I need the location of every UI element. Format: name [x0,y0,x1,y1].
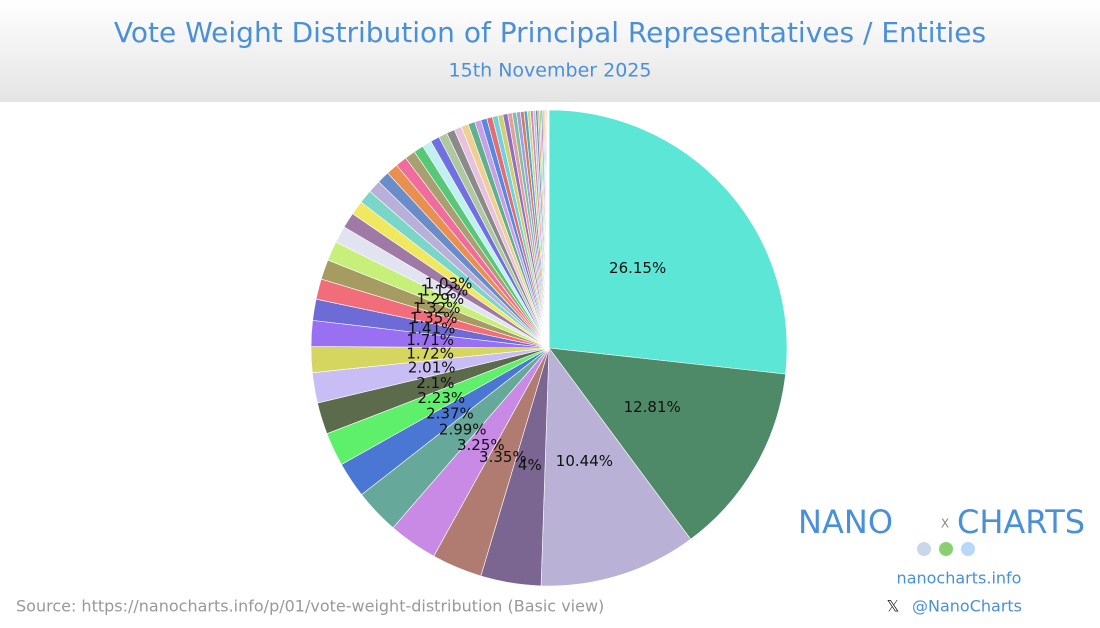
chart-title: Vote Weight Distribution of Principal Re… [114,16,986,49]
data-label: 1.71% [406,331,454,349]
logo-dot [917,542,931,556]
data-label: 2.23% [418,389,466,407]
data-label: 1.35% [410,309,458,327]
data-label: 3.35% [479,448,527,466]
data-label: 2.01% [408,358,456,376]
data-label: 1.32% [413,299,461,317]
logo-dot [939,542,953,556]
data-label: 2.99% [439,420,487,438]
pie-slice [540,347,692,587]
source: Source: https://nanocharts.info/p/01/vot… [16,597,604,616]
logo: NANO X CHARTS nanocharts.info 𝕏 @NanoCha… [798,503,1085,616]
x-icon: 𝕏 [887,597,900,616]
data-label: 1.29% [417,290,465,308]
data-label: 1.12% [421,282,469,300]
pie-slice [548,109,550,349]
logo-left: NANO [798,503,893,541]
data-label: 1.72% [406,344,454,362]
header-band [0,0,1100,102]
data-label: 2.37% [426,404,474,422]
logo-handle: @NanoCharts [912,597,1022,616]
data-label: 3.25% [457,436,505,454]
data-label: 1.03% [425,275,473,293]
chart-subtitle: 15th November 2025 [449,60,652,82]
data-label: 1.41% [408,319,456,337]
logo-dot [961,542,975,556]
logo-mark: X [941,517,949,531]
data-label: 26.15% [609,259,666,277]
data-label: 4% [518,456,542,474]
pie-slice [548,347,786,540]
logo-right: CHARTS [957,503,1085,541]
logo-site: nanocharts.info [897,569,1022,588]
data-label: 2.1% [416,374,454,392]
data-label: 12.81% [624,398,681,416]
data-label: 10.44% [556,452,613,470]
pie-slice [548,109,788,375]
